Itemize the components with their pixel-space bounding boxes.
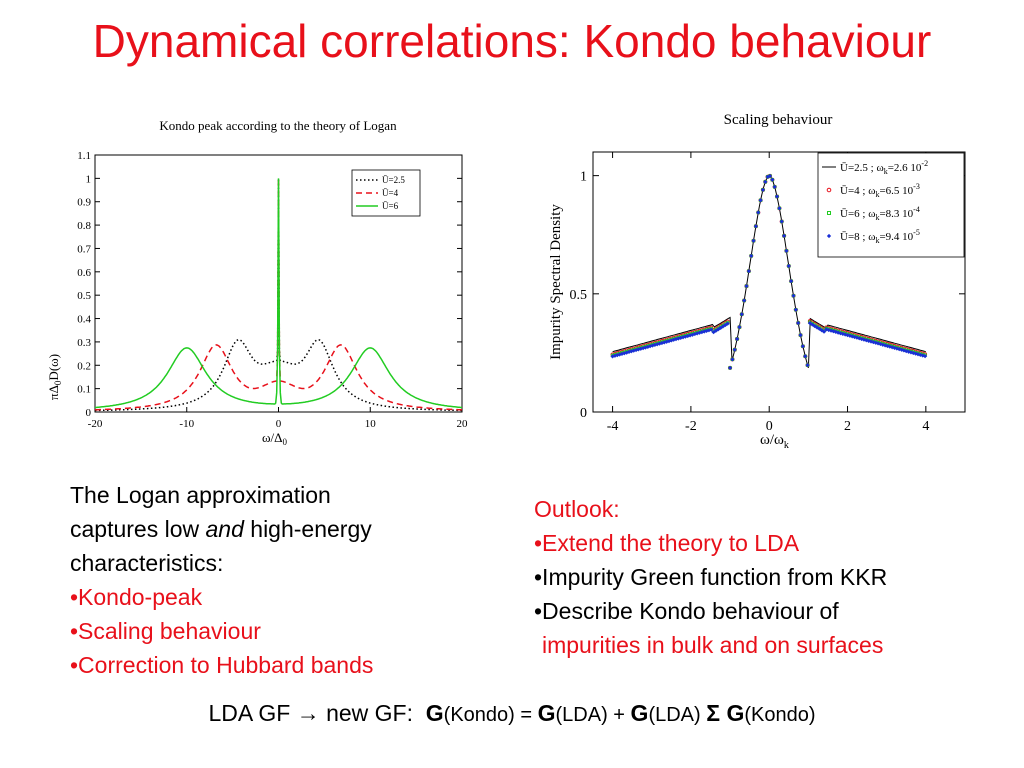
chart1-xtick-label-4: 20 <box>457 418 469 430</box>
summary-line-3: characteristics: <box>70 550 224 576</box>
chart2-xtick-label-3: 2 <box>844 419 851 434</box>
outlook-heading: Outlook: <box>534 496 620 522</box>
chart1-xlabel: ω/Δ0 <box>262 430 288 447</box>
chart1-ytick-label-10: 1 <box>86 173 92 185</box>
outlook-bullet-kkr: •Impurity Green function from KKR <box>534 564 888 590</box>
formula-sigma: Σ <box>706 700 721 726</box>
chart2-point-3-76 <box>789 278 794 284</box>
chart1-ytick-label-9: 0.9 <box>77 197 91 209</box>
chart2-legend-label-0: Ū=2.5 ; ωk=2.6 10-2 <box>840 159 928 176</box>
summary-line-2: captures low and high-energy <box>70 512 373 546</box>
chart2-point-3-58 <box>746 268 751 274</box>
formula: LDA GF → new GF: G(Kondo) = G(LDA) + G(L… <box>0 700 1024 727</box>
chart1-legend-label-0: Ū=2.5 <box>382 175 405 185</box>
chart2-point-3-49 <box>725 321 730 326</box>
chart1-ytick-label-0: 0 <box>86 407 92 419</box>
bullet-scaling: •Scaling behaviour <box>70 618 261 644</box>
chart2-xlabel: ω/ωk <box>760 432 789 451</box>
chart1-ytick-label-6: 0.6 <box>77 267 91 279</box>
chart2-ytick-label-0: 0 <box>580 406 587 421</box>
chart2-legend-label-1: Ū=4 ; ωk=6.5 10-3 <box>840 182 920 199</box>
scaling-behaviour-chart: Scaling behaviour 0 0.5 1 -4 -2 0 2 4 Ū=2.5 ; … <box>548 112 966 451</box>
chart1-ytick-label-8: 0.8 <box>77 220 91 232</box>
formula-lead: LDA GF → new GF: <box>208 700 414 726</box>
chart1-xtick-label-1: -10 <box>179 418 194 430</box>
summary-emphasis: and <box>205 516 244 542</box>
chart2-point-3-42 <box>709 327 714 332</box>
chart1-xtick-label-0: -20 <box>88 418 103 430</box>
outlook-bullet-describe: •Describe Kondo behaviour of <box>534 598 839 624</box>
chart2-point-3-63 <box>758 198 763 203</box>
formula-kondo: (Kondo) = <box>443 704 538 726</box>
formula-lda-2: (LDA) <box>648 704 707 726</box>
chart2-point-3-79 <box>796 320 801 326</box>
chart2-point-3-81 <box>800 344 806 349</box>
chart1-ytick-label-11: 1.1 <box>77 150 91 162</box>
formula-g4: G <box>726 700 745 726</box>
summary-line-2-b: high-energy <box>243 516 372 542</box>
chart2-ytick-label-2: 1 <box>580 170 587 185</box>
chart2-point-3-83 <box>805 363 810 368</box>
chart2-title: Scaling behaviour <box>724 112 833 128</box>
chart2-point-3-133 <box>922 354 928 359</box>
chart2-point-3-60 <box>751 238 756 243</box>
chart2-ylabel: Impurity Spectral Density <box>548 204 564 360</box>
chart1-legend-box <box>351 169 421 217</box>
bullet-hubbard: •Correction to Hubbard bands <box>70 652 374 678</box>
chart1-legend-label-2: Ū=6 <box>382 201 399 211</box>
chart2-ytick-label-1: 0.5 <box>570 288 588 303</box>
chart2-point-3-74 <box>784 248 789 253</box>
chart2-frame <box>592 151 966 413</box>
chart1-series-0 <box>94 178 463 412</box>
chart2-xtick-label-0: -4 <box>607 419 619 434</box>
chart2-point-3-90 <box>821 329 827 334</box>
chart2-point-3-67 <box>767 173 773 179</box>
chart2-xtick-label-2: 0 <box>766 419 773 434</box>
chart1-xtick-label-2: 0 <box>276 418 282 430</box>
chart1-ytick-label-3: 0.3 <box>77 337 91 349</box>
formula-g1: G <box>425 700 444 726</box>
chart2-point-3-65 <box>763 179 768 184</box>
chart1-ytick-label-1: 0.1 <box>77 384 91 396</box>
chart2-legend-label-3: Ū=8 ; ωk=9.4 10-5 <box>840 228 920 245</box>
chart1-ytick-label-2: 0.2 <box>77 360 91 372</box>
chart2-legend-marker-1 <box>826 187 832 193</box>
outlook-block: Outlook: •Extend the theory to LDA •Impu… <box>534 492 887 662</box>
chart1-series-2 <box>95 178 462 409</box>
chart1-ytick-label-7: 0.7 <box>77 243 91 255</box>
outlook-bullet-lda: •Extend the theory to LDA <box>534 530 800 556</box>
chart2-point-3-72 <box>779 219 784 224</box>
chart2-point-3-54 <box>737 324 742 330</box>
logan-summary: The Logan approximation captures low and… <box>70 478 373 682</box>
chart2-legend-marker-3 <box>826 233 832 239</box>
kondo-peak-chart: Kondo peak according to the theory of Lo… <box>46 118 469 447</box>
chart2-point-3-80 <box>798 333 803 338</box>
formula-lda-1: (LDA) + <box>555 704 631 726</box>
slide-title: Dynamical correlations: Kondo behaviour <box>92 15 932 67</box>
formula-g2: G <box>537 700 556 726</box>
chart1-title: Kondo peak according to the theory of Lo… <box>159 118 397 133</box>
outlook-bullet-describe-cont: impurities in bulk and on surfaces <box>542 632 884 658</box>
chart2-xtick-label-4: 4 <box>922 419 929 434</box>
chart2-legend-label-2: Ū=6 ; ωk=8.3 10-4 <box>840 205 920 222</box>
formula-kondo-2: (Kondo) <box>744 704 816 726</box>
chart2-xtick-label-1: -2 <box>685 419 697 434</box>
summary-line-1: The Logan approximation <box>70 482 331 508</box>
chart2-legend-box <box>817 152 965 258</box>
formula-g3: G <box>630 700 649 726</box>
chart1-ytick-label-5: 0.5 <box>77 290 91 302</box>
chart1-ylabel: πΔ0D(ω) <box>46 354 63 400</box>
bullet-kondo-peak: •Kondo-peak <box>70 584 203 610</box>
chart1-legend-label-1: Ū=4 <box>382 188 399 198</box>
summary-line-2-a: captures low <box>70 516 206 542</box>
chart1-series-1 <box>95 178 462 411</box>
chart2-legend-marker-2 <box>827 211 831 215</box>
chart1-ytick-label-4: 0.4 <box>77 314 91 326</box>
chart1-xtick-label-3: 10 <box>365 418 377 430</box>
